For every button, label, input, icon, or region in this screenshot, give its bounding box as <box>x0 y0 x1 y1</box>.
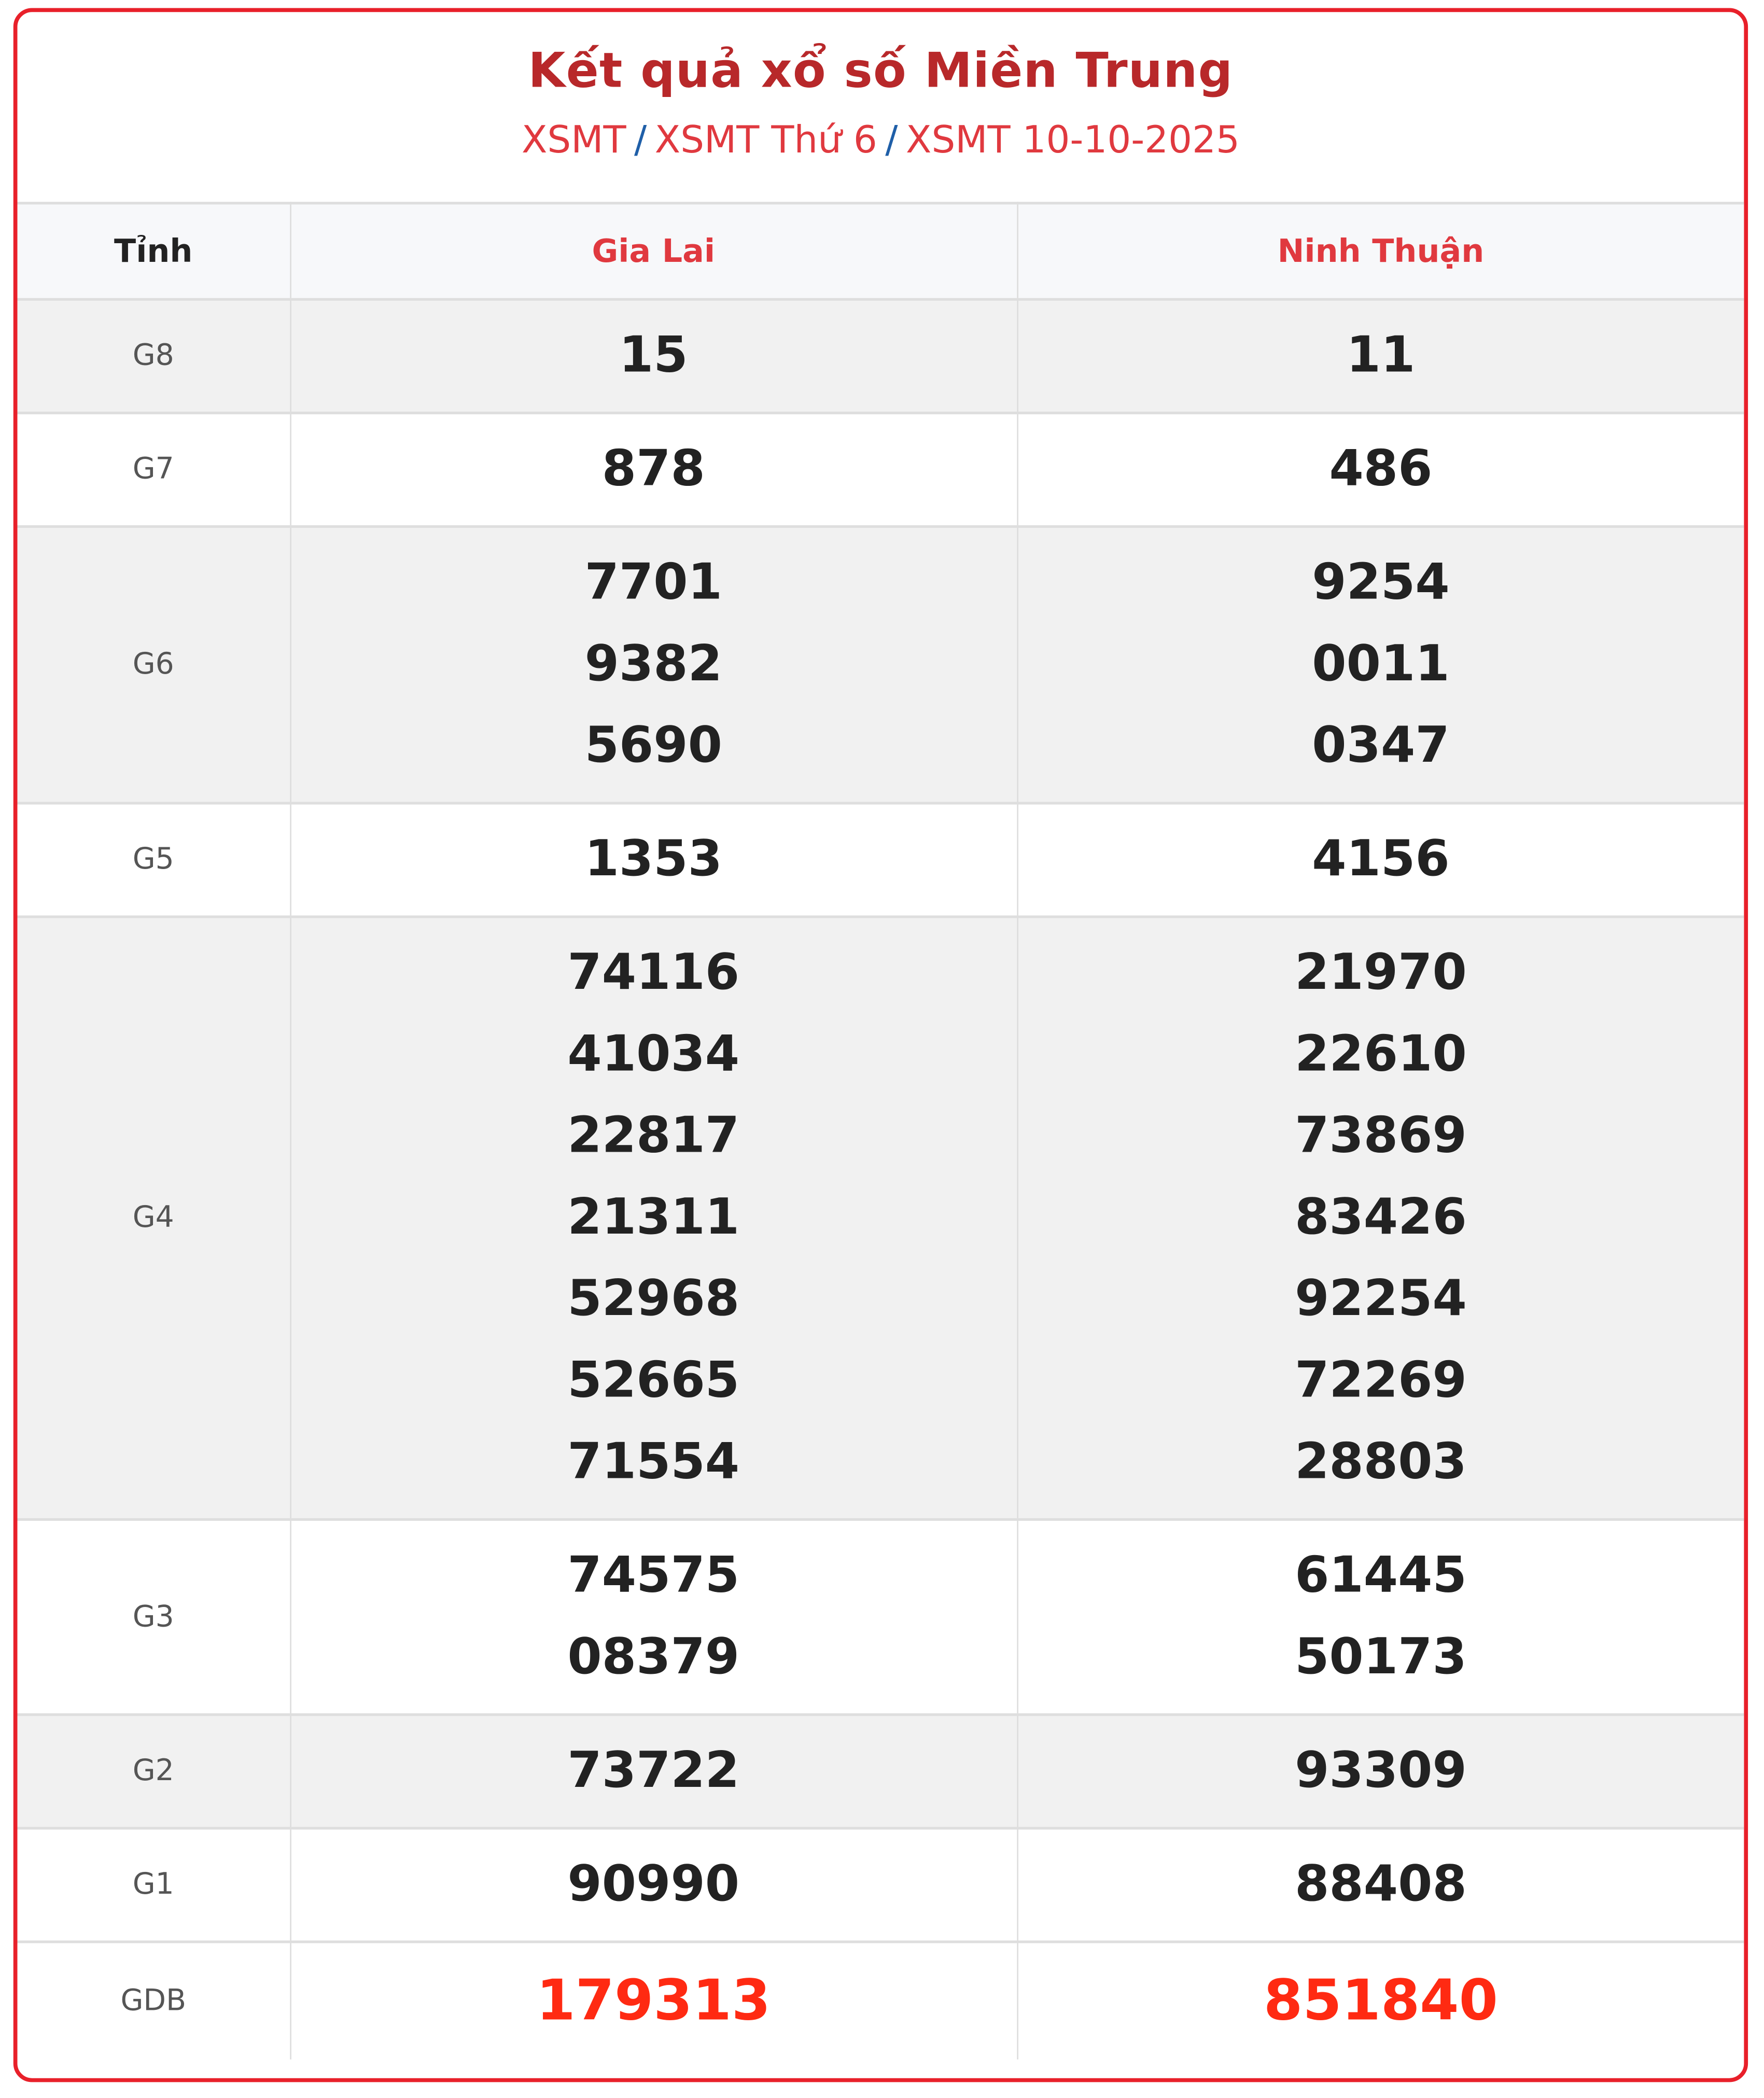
result-cell-ninh-thuan: 4156 <box>1016 803 1744 917</box>
result-number: 08379 <box>567 1628 740 1685</box>
page-title: Kết quả xổ số Miền Trung <box>528 44 1234 99</box>
prize-row-g2: G2 73722 93309 <box>17 1714 1744 1828</box>
result-number: 88408 <box>1295 1855 1467 1913</box>
result-number: 486 <box>1329 439 1433 497</box>
result-number: 15 <box>619 326 688 384</box>
column-header-ninh-thuan[interactable]: Ninh Thuận <box>1016 203 1744 300</box>
prize-row-g7: G7 878 486 <box>17 413 1744 527</box>
prize-row-g5: G5 1353 4156 <box>17 803 1744 917</box>
result-cell-gia-lai: 1353 <box>289 803 1017 917</box>
prize-label: GDB <box>120 1984 187 2018</box>
result-cell-ninh-thuan: 11 <box>1016 299 1744 413</box>
breadcrumb: XSMT / XSMT Thứ 6/XSMT 10-10-2025 <box>18 118 1744 162</box>
result-cell-ninh-thuan: 61445 50173 <box>1016 1519 1744 1715</box>
prize-label: G1 <box>132 1868 174 1902</box>
result-number: 21311 <box>567 1188 740 1246</box>
card-header: Kết quả xổ số Miền Trung XSMT / XSMT Thứ 6… <box>18 12 1744 202</box>
result-number: 11 <box>1346 326 1416 384</box>
result-cell-ninh-thuan: 93309 <box>1016 1714 1744 1828</box>
result-cell-ninh-thuan: 851840 <box>1016 1941 1744 2060</box>
result-number: 7701 <box>584 553 722 611</box>
result-cell-gia-lai: 179313 <box>289 1941 1017 2060</box>
results-card: Kết quả xổ số Miền Trung XSMT / XSMT Thứ 6… <box>13 8 1748 2082</box>
result-cell-ninh-thuan: 486 <box>1016 413 1744 527</box>
breadcrumb-xsmt-thu-6[interactable]: XSMT Thứ 6 <box>654 117 877 162</box>
result-cell-ninh-thuan: 9254 0011 0347 <box>1016 526 1744 803</box>
result-cell-gia-lai: 878 <box>289 413 1017 527</box>
prize-label: G6 <box>132 648 174 682</box>
result-number: 22817 <box>567 1107 740 1164</box>
table-header-row: Tỉnh Gia Lai Ninh Thuận <box>17 203 1744 300</box>
result-number: 1353 <box>584 830 722 888</box>
result-cell-ninh-thuan: 88408 <box>1016 1828 1744 1942</box>
prize-row-gdb: GDB 179313 851840 <box>17 1941 1744 2060</box>
result-number: 851840 <box>1264 1967 1498 2033</box>
result-cell-gia-lai: 15 <box>289 299 1017 413</box>
column-header-province: Tỉnh <box>114 232 193 270</box>
breadcrumb-xsmt-date[interactable]: XSMT 10-10-2025 <box>906 117 1240 162</box>
breadcrumb-separator: / <box>885 117 898 162</box>
result-number: 9382 <box>584 635 722 693</box>
result-number: 0347 <box>1312 716 1450 774</box>
result-number: 72269 <box>1295 1351 1467 1409</box>
result-number: 73722 <box>567 1741 740 1799</box>
result-number: 74575 <box>567 1546 740 1604</box>
result-number: 5690 <box>584 716 722 774</box>
result-cell-ninh-thuan: 21970 22610 73869 83426 92254 72269 28803 <box>1016 917 1744 1520</box>
result-number: 73869 <box>1295 1107 1467 1164</box>
result-number: 28803 <box>1295 1432 1467 1490</box>
result-number: 52968 <box>567 1269 740 1327</box>
result-cell-gia-lai: 74116 41034 22817 21311 52968 52665 71554 <box>289 917 1017 1520</box>
result-number: 22610 <box>1295 1025 1467 1083</box>
prize-row-g4: G4 74116 41034 22817 21311 52968 52665 71554 219… <box>17 917 1744 1520</box>
breadcrumb-xsmt[interactable]: XSMT <box>521 117 626 162</box>
result-number: 83426 <box>1295 1188 1467 1246</box>
result-number: 41034 <box>567 1025 740 1083</box>
column-header-gia-lai[interactable]: Gia Lai <box>289 203 1017 300</box>
result-number: 4156 <box>1312 830 1450 888</box>
result-number: 0011 <box>1312 635 1450 693</box>
prize-label: G2 <box>132 1754 174 1788</box>
result-number: 52665 <box>567 1351 740 1409</box>
prize-row-g8: G8 15 11 <box>17 299 1744 413</box>
result-cell-gia-lai: 90990 <box>289 1828 1017 1942</box>
breadcrumb-separator: / <box>634 117 647 162</box>
prize-row-g3: G3 74575 08379 61445 50173 <box>17 1519 1744 1715</box>
result-number: 92254 <box>1295 1269 1467 1327</box>
result-number: 61445 <box>1295 1546 1467 1604</box>
result-number: 93309 <box>1295 1741 1467 1799</box>
result-number: 179313 <box>536 1967 771 2033</box>
prize-label: G4 <box>132 1201 174 1235</box>
result-number: 878 <box>601 439 705 497</box>
result-number: 90990 <box>567 1855 740 1913</box>
result-cell-gia-lai: 7701 9382 5690 <box>289 526 1017 803</box>
prize-row-g6: G6 7701 9382 5690 9254 0011 0347 <box>17 526 1744 803</box>
prize-label: G8 <box>132 339 174 373</box>
results-table: Tỉnh Gia Lai Ninh Thuận G8 15 11 G7 878 486 G6… <box>17 202 1744 2060</box>
prize-label: G3 <box>132 1600 174 1634</box>
result-number: 9254 <box>1312 553 1450 611</box>
prize-label: G5 <box>132 843 174 877</box>
result-cell-gia-lai: 74575 08379 <box>289 1519 1017 1715</box>
prize-label: G7 <box>132 453 174 487</box>
result-number: 21970 <box>1295 943 1467 1001</box>
result-number: 71554 <box>567 1432 740 1490</box>
result-cell-gia-lai: 73722 <box>289 1714 1017 1828</box>
prize-row-g1: G1 90990 88408 <box>17 1828 1744 1942</box>
result-number: 74116 <box>567 943 740 1001</box>
result-number: 50173 <box>1295 1628 1467 1685</box>
